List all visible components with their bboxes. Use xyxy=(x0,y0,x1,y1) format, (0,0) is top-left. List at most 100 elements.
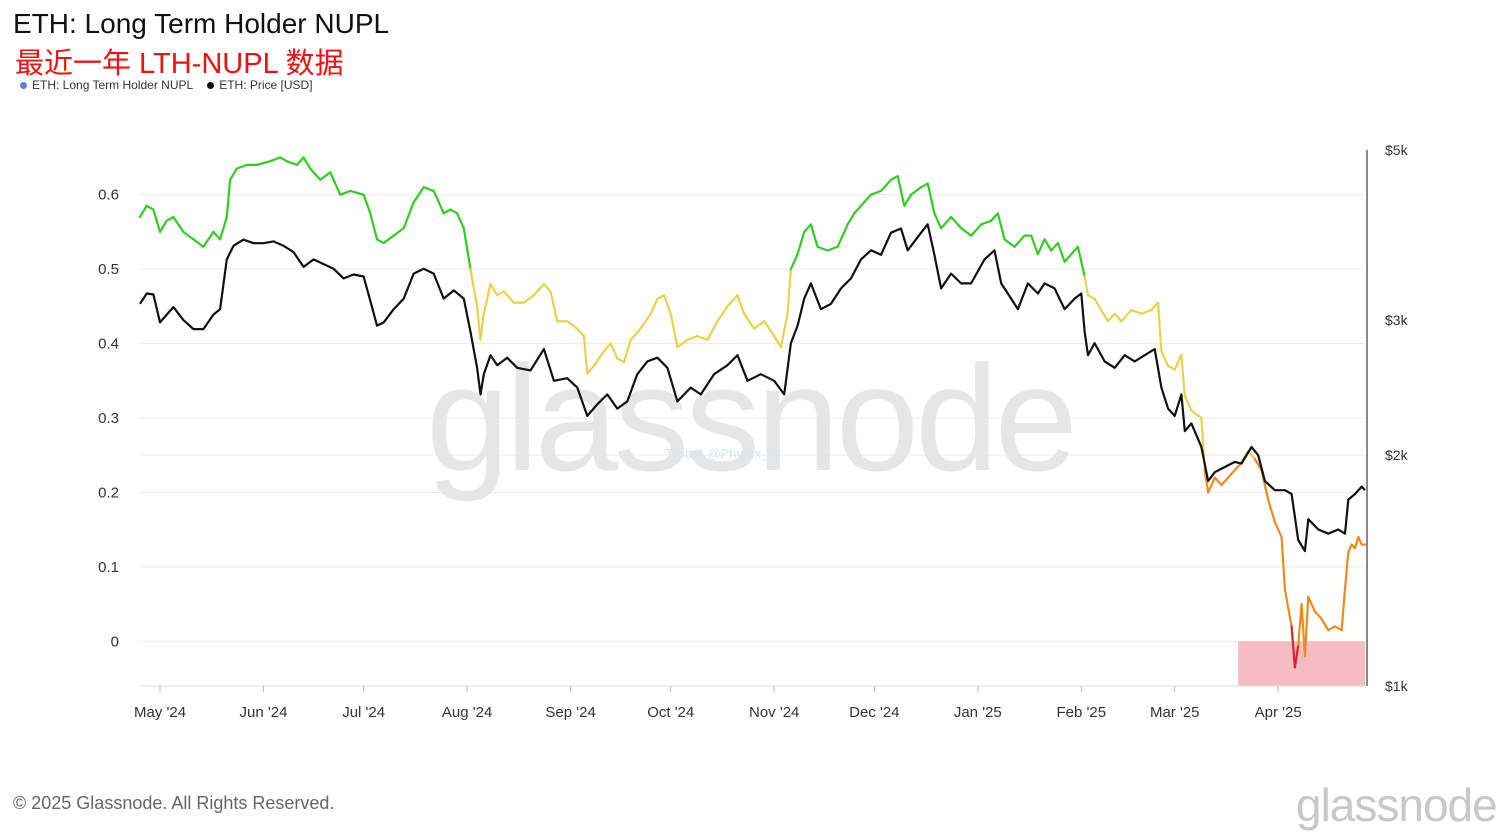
nupl-segment xyxy=(392,227,405,237)
nupl-segment xyxy=(753,320,766,330)
nupl-segment xyxy=(1030,234,1039,256)
x-tick-label: Oct '24 xyxy=(647,704,694,721)
nupl-segment xyxy=(192,238,205,248)
nupl-segment xyxy=(382,234,395,245)
nupl-segment xyxy=(879,178,893,193)
nupl-segment xyxy=(1347,543,1353,554)
nupl-segment xyxy=(919,182,929,189)
nupl-segment xyxy=(1166,364,1176,371)
nupl-segment xyxy=(763,320,776,338)
nupl-segment xyxy=(152,208,162,233)
nupl-segment xyxy=(649,297,659,315)
nupl-segment xyxy=(329,171,342,196)
nupl-segment xyxy=(172,215,185,233)
brand-logo: glassnode xyxy=(1296,779,1498,831)
nupl-segment xyxy=(1213,476,1223,487)
y-left-tick-label: 0.1 xyxy=(98,559,119,576)
nupl-segment xyxy=(422,186,435,193)
nupl-segment xyxy=(165,215,175,222)
nupl-segment xyxy=(1333,625,1343,632)
nupl-segment xyxy=(656,294,666,300)
nupl-segment xyxy=(449,208,459,215)
legend-item-nupl[interactable]: ETH: Long Term Holder NUPL xyxy=(20,78,193,92)
nupl-segment xyxy=(903,193,913,207)
nupl-segment xyxy=(669,312,679,349)
nupl-segment xyxy=(1003,238,1016,248)
y-axis-right: $1k $2k $3k $5k xyxy=(1385,142,1409,694)
nupl-segment xyxy=(482,282,492,315)
nupl-segment xyxy=(803,223,813,233)
nupl-segment xyxy=(225,178,232,219)
nupl-segment xyxy=(960,227,973,237)
nupl-segment xyxy=(1100,308,1110,323)
nupl-segment xyxy=(1160,349,1170,367)
y-left-tick-label: 0.4 xyxy=(98,336,119,353)
legend-item-price[interactable]: ETH: Price [USD] xyxy=(207,78,313,92)
x-tick-label: Mar '25 xyxy=(1150,704,1200,721)
nupl-segment xyxy=(970,223,983,237)
nupl-segment xyxy=(442,208,452,215)
x-tick-label: May '24 xyxy=(134,704,186,721)
nupl-segment xyxy=(1273,521,1283,539)
nupl-segment xyxy=(462,227,472,271)
nupl-segment xyxy=(235,163,248,170)
nupl-segment xyxy=(602,342,612,353)
nupl-segment xyxy=(1036,238,1046,256)
nupl-segment xyxy=(1050,241,1060,252)
nupl-segment xyxy=(1106,312,1116,323)
nupl-segment xyxy=(219,215,228,241)
nupl-segment xyxy=(279,156,288,163)
nupl-segment xyxy=(809,223,819,248)
nupl-segment xyxy=(1013,234,1026,248)
price-line xyxy=(139,223,1366,553)
x-tick-label: Sep '24 xyxy=(545,704,595,721)
nupl-segment xyxy=(1293,643,1300,669)
nupl-segment xyxy=(909,186,923,196)
y-left-tick-label: 0.5 xyxy=(98,261,119,278)
nupl-segment xyxy=(455,212,465,230)
nupl-segment xyxy=(1253,457,1263,472)
nupl-segment xyxy=(1320,617,1330,632)
nupl-segment xyxy=(502,290,515,304)
nupl-segment xyxy=(1280,536,1286,591)
nupl-segment xyxy=(1283,588,1293,628)
nupl-segment xyxy=(1120,308,1133,323)
nupl-segment xyxy=(629,327,642,341)
nupl-segment xyxy=(1156,301,1163,353)
nupl-segment xyxy=(576,327,586,338)
y-right-tick-label: $2k xyxy=(1385,447,1409,463)
nupl-segment xyxy=(736,294,746,315)
nupl-segment xyxy=(1267,498,1276,524)
legend-label-price: ETH: Price [USD] xyxy=(219,78,313,92)
nupl-segment xyxy=(1227,469,1236,479)
nupl-segment xyxy=(339,189,352,196)
nupl-segment xyxy=(1207,476,1216,494)
nupl-segment xyxy=(1130,308,1143,315)
nupl-series xyxy=(138,156,1367,669)
nupl-segment xyxy=(1357,536,1363,546)
x-axis: May '24 Jun '24 Jul '24 Aug '24 Sep '24 Oct '… xyxy=(134,686,1302,721)
nupl-segment xyxy=(319,171,332,181)
nupl-segment xyxy=(826,245,839,252)
nupl-segment xyxy=(743,312,756,330)
nupl-segment xyxy=(592,349,606,367)
nupl-segment xyxy=(990,212,999,222)
x-tick-label: Aug '24 xyxy=(442,704,492,721)
nupl-segment xyxy=(779,312,789,349)
price-series xyxy=(139,223,1366,553)
nupl-segment xyxy=(1327,625,1337,632)
nupl-segment xyxy=(302,156,312,170)
y-left-tick-label: 0 xyxy=(111,633,119,650)
nupl-segment xyxy=(1340,588,1347,632)
nupl-segment xyxy=(696,335,709,341)
nupl-segment xyxy=(939,215,953,230)
nupl-segment xyxy=(716,305,729,323)
nupl-segment xyxy=(1093,297,1103,312)
chart-plot: glassnode Twitter @Phyrex_Ni 00.10.20.30… xyxy=(98,142,1409,721)
nupl-segment xyxy=(402,201,415,230)
nupl-segment xyxy=(182,230,195,241)
nupl-segment xyxy=(432,189,445,215)
nupl-segment xyxy=(1063,253,1073,263)
nupl-segment xyxy=(836,223,849,248)
nupl-segment xyxy=(1247,450,1256,461)
